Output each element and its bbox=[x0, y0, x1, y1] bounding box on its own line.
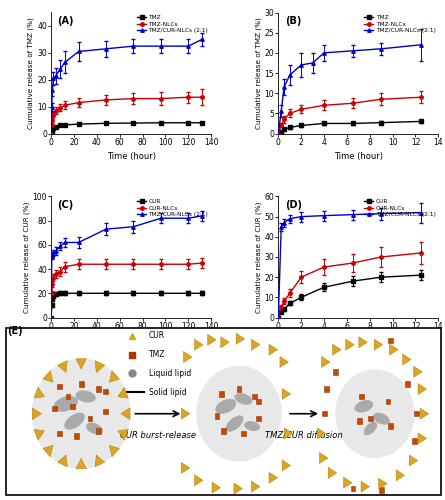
Ellipse shape bbox=[54, 396, 77, 411]
Legend: CUR, CUR-NLCs, TMZ/CUR-NLCs (2:1): CUR, CUR-NLCs, TMZ/CUR-NLCs (2:1) bbox=[363, 198, 437, 218]
FancyBboxPatch shape bbox=[388, 338, 392, 344]
FancyBboxPatch shape bbox=[357, 418, 362, 424]
Ellipse shape bbox=[244, 422, 260, 430]
FancyBboxPatch shape bbox=[79, 382, 84, 387]
FancyBboxPatch shape bbox=[324, 386, 329, 392]
FancyBboxPatch shape bbox=[57, 430, 62, 436]
FancyBboxPatch shape bbox=[214, 414, 219, 419]
FancyBboxPatch shape bbox=[252, 394, 257, 399]
FancyBboxPatch shape bbox=[412, 438, 417, 444]
Ellipse shape bbox=[364, 422, 377, 435]
Legend: TMZ, TMZ-NLCs, TMZ/CUR-NLCs (2:1): TMZ, TMZ-NLCs, TMZ/CUR-NLCs (2:1) bbox=[363, 14, 437, 34]
Text: (B): (B) bbox=[285, 16, 301, 26]
FancyBboxPatch shape bbox=[256, 398, 261, 404]
X-axis label: Time (hour): Time (hour) bbox=[107, 152, 156, 162]
FancyBboxPatch shape bbox=[385, 398, 390, 404]
Text: CUR burst-release: CUR burst-release bbox=[120, 431, 196, 440]
FancyBboxPatch shape bbox=[96, 386, 101, 392]
Text: Liquid lipid: Liquid lipid bbox=[149, 369, 191, 378]
FancyBboxPatch shape bbox=[322, 411, 327, 416]
FancyBboxPatch shape bbox=[414, 411, 419, 416]
Legend: CUR, CUR-NLCs, TMZ/CUR-NLCs (2:1): CUR, CUR-NLCs, TMZ/CUR-NLCs (2:1) bbox=[136, 198, 210, 218]
Ellipse shape bbox=[65, 413, 85, 430]
Ellipse shape bbox=[86, 423, 102, 434]
X-axis label: Time (hour): Time (hour) bbox=[334, 336, 383, 345]
FancyBboxPatch shape bbox=[368, 416, 373, 422]
Y-axis label: Cumulative release of TMZ (%): Cumulative release of TMZ (%) bbox=[28, 17, 34, 129]
Circle shape bbox=[197, 367, 281, 460]
Y-axis label: Cumulative release of CUR (%): Cumulative release of CUR (%) bbox=[255, 202, 262, 312]
FancyBboxPatch shape bbox=[388, 424, 392, 428]
Y-axis label: Cumulative release of CUR (%): Cumulative release of CUR (%) bbox=[23, 202, 30, 312]
FancyBboxPatch shape bbox=[256, 416, 261, 422]
FancyBboxPatch shape bbox=[74, 433, 79, 438]
FancyBboxPatch shape bbox=[65, 394, 70, 399]
Legend: TMZ, TMZ-NLCs, TMZ/CUR-NLCs (2:1): TMZ, TMZ-NLCs, TMZ/CUR-NLCs (2:1) bbox=[136, 14, 210, 34]
FancyBboxPatch shape bbox=[333, 369, 338, 374]
Text: CUR: CUR bbox=[149, 332, 165, 340]
Circle shape bbox=[336, 370, 413, 457]
FancyBboxPatch shape bbox=[241, 430, 246, 436]
FancyBboxPatch shape bbox=[103, 408, 108, 414]
FancyBboxPatch shape bbox=[219, 392, 224, 396]
Text: TMZ/CUR diffusion: TMZ/CUR diffusion bbox=[265, 431, 343, 440]
FancyBboxPatch shape bbox=[6, 328, 441, 495]
FancyBboxPatch shape bbox=[379, 488, 384, 493]
FancyBboxPatch shape bbox=[405, 382, 410, 387]
Ellipse shape bbox=[76, 391, 95, 402]
FancyBboxPatch shape bbox=[57, 384, 62, 390]
Y-axis label: Cumulative release of TMZ (%): Cumulative release of TMZ (%) bbox=[255, 17, 262, 129]
Ellipse shape bbox=[216, 400, 236, 413]
FancyBboxPatch shape bbox=[103, 389, 108, 394]
Ellipse shape bbox=[355, 400, 373, 412]
FancyBboxPatch shape bbox=[351, 486, 355, 492]
Text: (C): (C) bbox=[57, 200, 74, 210]
FancyBboxPatch shape bbox=[88, 416, 92, 422]
Text: (D): (D) bbox=[285, 200, 302, 210]
Circle shape bbox=[33, 360, 129, 468]
FancyBboxPatch shape bbox=[96, 428, 101, 434]
Text: Solid lipid: Solid lipid bbox=[149, 388, 187, 396]
Ellipse shape bbox=[373, 413, 389, 424]
Text: (E): (E) bbox=[7, 326, 22, 336]
FancyBboxPatch shape bbox=[359, 394, 364, 399]
Ellipse shape bbox=[235, 394, 252, 404]
FancyBboxPatch shape bbox=[70, 404, 75, 409]
Ellipse shape bbox=[226, 416, 243, 432]
FancyBboxPatch shape bbox=[237, 386, 241, 392]
X-axis label: Time (hour): Time (hour) bbox=[107, 336, 156, 345]
Text: TMZ: TMZ bbox=[149, 350, 166, 359]
FancyBboxPatch shape bbox=[53, 406, 57, 411]
FancyBboxPatch shape bbox=[221, 428, 226, 434]
X-axis label: Time (hour): Time (hour) bbox=[334, 152, 383, 162]
Text: (A): (A) bbox=[57, 16, 74, 26]
